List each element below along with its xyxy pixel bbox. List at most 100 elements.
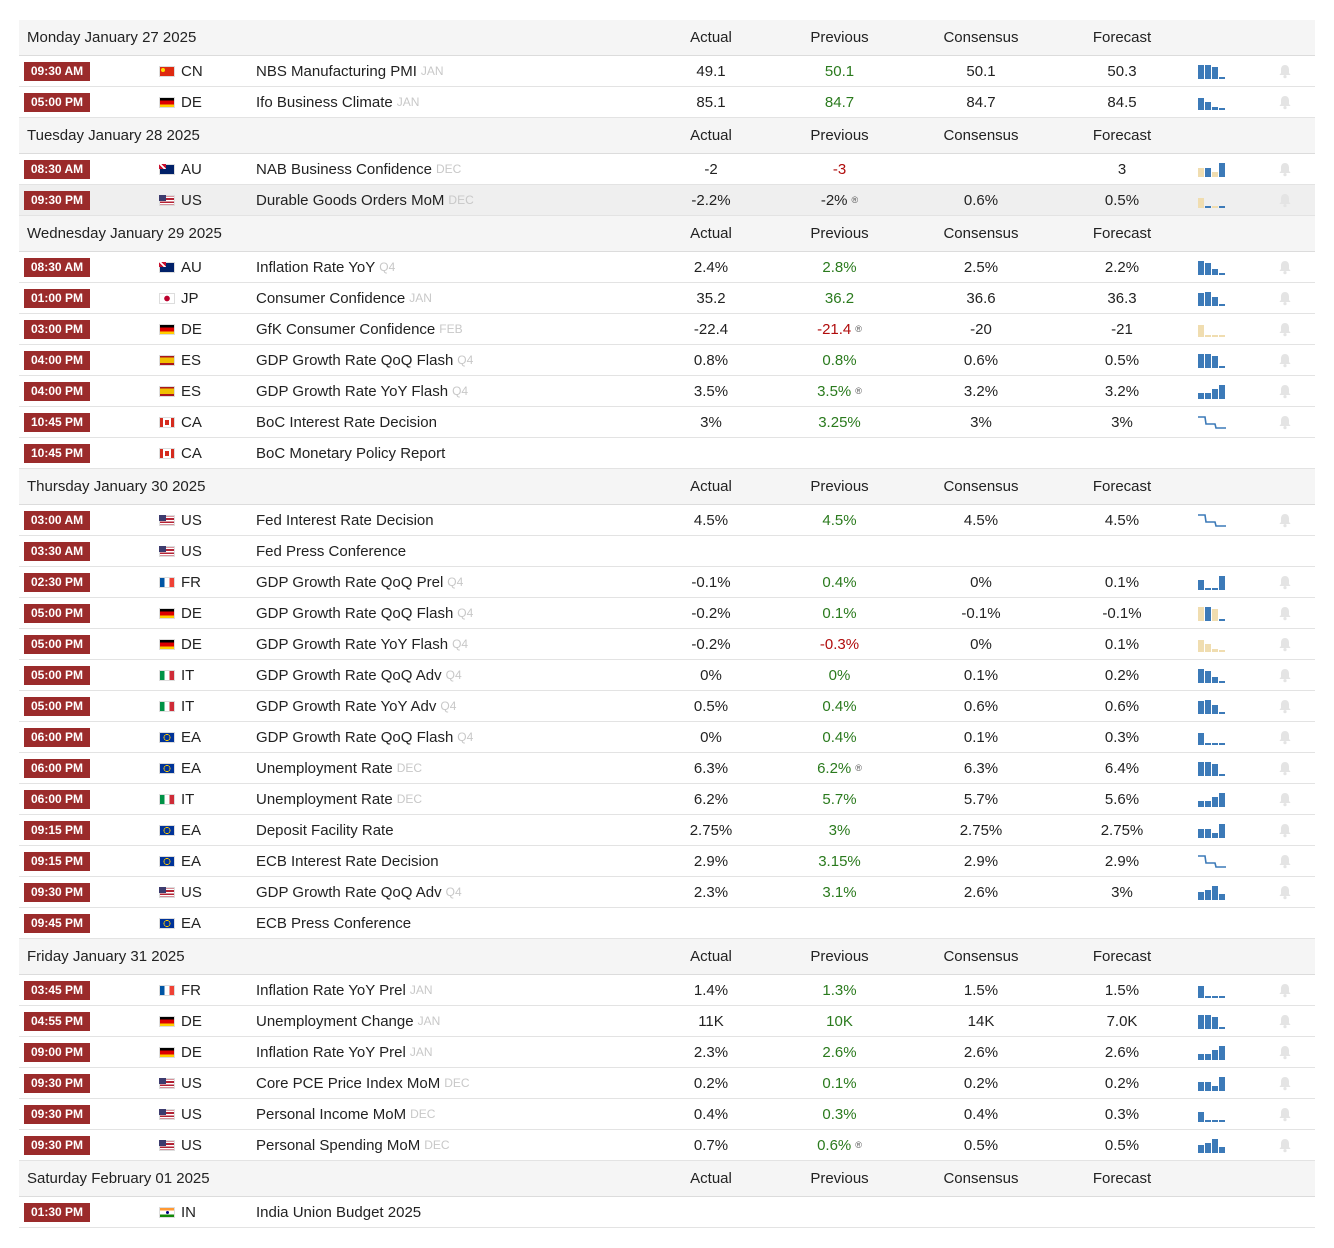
header-previous[interactable]: Previous — [810, 225, 869, 242]
event-name-link[interactable]: Ifo Business Climate — [256, 93, 393, 111]
bell-icon[interactable] — [1277, 975, 1293, 1005]
sparkline-chart[interactable] — [1197, 252, 1229, 282]
sparkline-chart[interactable] — [1197, 784, 1229, 814]
event-name-link[interactable]: Fed Interest Rate Decision — [256, 511, 434, 529]
country-code[interactable]: AU — [181, 258, 202, 276]
event-name-link[interactable]: Durable Goods Orders MoM — [256, 191, 445, 209]
event-name-link[interactable]: Unemployment Rate — [256, 790, 393, 808]
event-row[interactable]: 04:00 PM ES GDP Growth Rate YoY Flash Q4 3.5… — [19, 376, 1315, 407]
revised-icon[interactable]: ® — [855, 763, 862, 773]
event-row[interactable]: 05:00 PM IT GDP Growth Rate QoQ Adv Q4 0% 0% 0… — [19, 660, 1315, 691]
country-code[interactable]: US — [181, 191, 202, 209]
event-row[interactable]: 04:55 PM DE Unemployment Change JAN 11K 10K 14… — [19, 1006, 1315, 1037]
header-previous[interactable]: Previous — [810, 1170, 869, 1187]
event-row[interactable]: 03:00 PM DE GfK Consumer Confidence FEB -22.… — [19, 314, 1315, 345]
event-row[interactable]: 10:45 PM CA BoC Interest Rate Decision 3% 3.… — [19, 407, 1315, 438]
sparkline-chart[interactable] — [1197, 753, 1229, 783]
event-name-link[interactable]: BoC Interest Rate Decision — [256, 413, 437, 431]
country-code[interactable]: US — [181, 542, 202, 560]
header-actual[interactable]: Actual — [690, 1170, 732, 1187]
country-code[interactable]: DE — [181, 1012, 202, 1030]
country-code[interactable]: FR — [181, 573, 201, 591]
event-name-link[interactable]: Inflation Rate YoY Prel — [256, 1043, 406, 1061]
header-consensus[interactable]: Consensus — [943, 948, 1019, 965]
event-row[interactable]: 09:30 AM CN NBS Manufacturing PMI JAN 49.1 50… — [19, 56, 1315, 87]
sparkline-chart[interactable] — [1197, 87, 1229, 117]
country-code[interactable]: CA — [181, 413, 202, 431]
sparkline-chart[interactable] — [1197, 314, 1229, 344]
country-code[interactable]: EA — [181, 852, 202, 870]
event-name-link[interactable]: India Union Budget 2025 — [256, 1203, 422, 1221]
country-code[interactable]: CN — [181, 62, 203, 80]
sparkline-chart[interactable] — [1197, 56, 1229, 86]
event-name-link[interactable]: Personal Income MoM — [256, 1105, 407, 1123]
bell-icon[interactable] — [1277, 877, 1293, 907]
event-row[interactable]: 03:45 PM FR Inflation Rate YoY Prel JAN 1.4%… — [19, 975, 1315, 1006]
header-consensus[interactable]: Consensus — [943, 1170, 1019, 1187]
event-row[interactable]: 08:30 AM AU Inflation Rate YoY Q4 2.4% 2.8% 2.… — [19, 252, 1315, 283]
sparkline-chart[interactable] — [1197, 154, 1229, 184]
revised-icon[interactable]: ® — [851, 195, 859, 205]
event-name-link[interactable]: BoC Monetary Policy Report — [256, 444, 446, 462]
event-name-link[interactable]: GDP Growth Rate YoY Flash — [256, 635, 449, 653]
event-row[interactable]: 06:00 PM EA GDP Growth Rate QoQ Flash Q4 0% 0… — [19, 722, 1315, 753]
event-name-link[interactable]: NAB Business Confidence — [256, 160, 432, 178]
header-previous[interactable]: Previous — [810, 29, 869, 46]
bell-icon[interactable] — [1277, 56, 1293, 86]
header-consensus[interactable]: Consensus — [943, 478, 1019, 495]
sparkline-chart[interactable] — [1197, 407, 1229, 437]
bell-icon[interactable] — [1277, 185, 1293, 215]
event-name-link[interactable]: Core PCE Price Index MoM — [256, 1074, 441, 1092]
event-row[interactable]: 06:00 PM EA Unemployment Rate DEC 6.3% 6.2% ® 6… — [19, 753, 1315, 784]
header-previous[interactable]: Previous — [810, 478, 869, 495]
sparkline-chart[interactable] — [1197, 846, 1229, 876]
header-previous[interactable]: Previous — [810, 127, 869, 144]
event-name-link[interactable]: Inflation Rate YoY — [256, 258, 376, 276]
header-consensus[interactable]: Consensus — [943, 225, 1019, 242]
sparkline-chart[interactable] — [1197, 376, 1229, 406]
event-name-link[interactable]: Consumer Confidence — [256, 289, 406, 307]
country-code[interactable]: US — [181, 1074, 202, 1092]
bell-icon[interactable] — [1277, 1037, 1293, 1067]
bell-icon[interactable] — [1277, 407, 1293, 437]
sparkline-chart[interactable] — [1197, 722, 1229, 752]
sparkline-chart[interactable] — [1197, 1099, 1229, 1129]
event-name-link[interactable]: GDP Growth Rate QoQ Prel — [256, 573, 444, 591]
country-code[interactable]: IT — [181, 790, 195, 808]
country-code[interactable]: ES — [181, 382, 202, 400]
header-consensus[interactable]: Consensus — [943, 29, 1019, 46]
bell-icon[interactable] — [1277, 345, 1293, 375]
event-row[interactable]: 05:00 PM IT GDP Growth Rate YoY Adv Q4 0.5% 0… — [19, 691, 1315, 722]
header-forecast[interactable]: Forecast — [1092, 1170, 1152, 1187]
bell-icon[interactable] — [1277, 1130, 1293, 1160]
country-code[interactable]: AU — [181, 160, 202, 178]
event-row[interactable]: 09:30 PM US Personal Spending MoM DEC 0.7% 0.… — [19, 1130, 1315, 1161]
event-name-link[interactable]: GDP Growth Rate QoQ Adv — [256, 883, 442, 901]
event-row[interactable]: 06:00 PM IT Unemployment Rate DEC 6.2% 5.7% 5.… — [19, 784, 1315, 815]
event-name-link[interactable]: GfK Consumer Confidence — [256, 320, 436, 338]
event-row[interactable]: 01:30 PM IN India Union Budget 2025 — [19, 1197, 1315, 1228]
country-code[interactable]: ES — [181, 351, 202, 369]
bell-icon[interactable] — [1277, 1006, 1293, 1036]
sparkline-chart[interactable] — [1197, 629, 1229, 659]
country-code[interactable]: US — [181, 1105, 202, 1123]
country-code[interactable]: JP — [181, 289, 199, 307]
sparkline-chart[interactable] — [1197, 877, 1229, 907]
event-row[interactable]: 09:30 PM US GDP Growth Rate QoQ Adv Q4 2.3% 3… — [19, 877, 1315, 908]
sparkline-chart[interactable] — [1197, 1006, 1229, 1036]
bell-icon[interactable] — [1277, 629, 1293, 659]
header-forecast[interactable]: Forecast — [1092, 127, 1152, 144]
country-code[interactable]: FR — [181, 981, 201, 999]
event-row[interactable]: 03:30 AM US Fed Press Conference — [19, 536, 1315, 567]
header-actual[interactable]: Actual — [690, 127, 732, 144]
bell-icon[interactable] — [1277, 846, 1293, 876]
country-code[interactable]: DE — [181, 1043, 202, 1061]
sparkline-chart[interactable] — [1197, 1037, 1229, 1067]
event-name-link[interactable]: GDP Growth Rate QoQ Adv — [256, 666, 442, 684]
header-forecast[interactable]: Forecast — [1092, 478, 1152, 495]
header-previous[interactable]: Previous — [810, 948, 869, 965]
bell-icon[interactable] — [1277, 753, 1293, 783]
revised-icon[interactable]: ® — [855, 1140, 862, 1150]
event-row[interactable]: 05:00 PM DE GDP Growth Rate YoY Flash Q4 -0.… — [19, 629, 1315, 660]
event-name-link[interactable]: Unemployment Change — [256, 1012, 414, 1030]
